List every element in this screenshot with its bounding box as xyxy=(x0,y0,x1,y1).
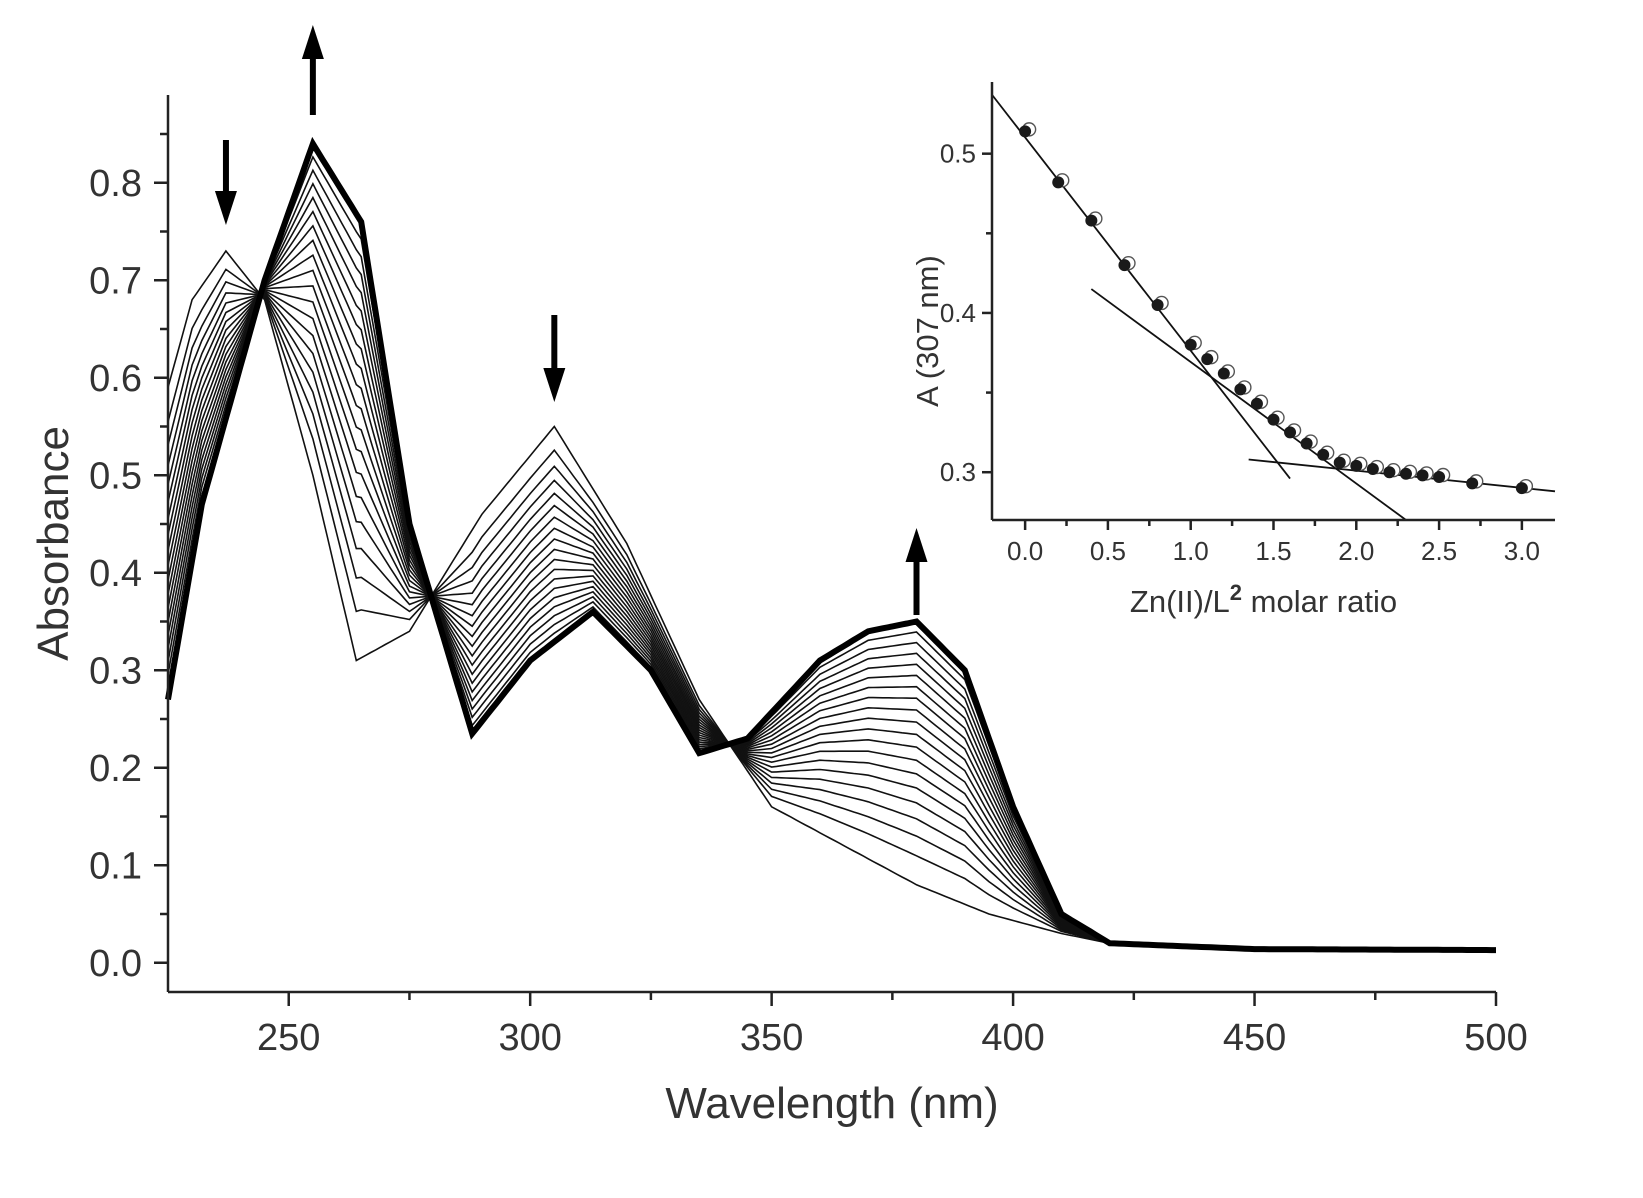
inset-fit-lines xyxy=(991,94,1556,521)
spectrum-curve xyxy=(167,182,1496,951)
data-point xyxy=(1217,364,1236,380)
data-point xyxy=(1234,380,1252,396)
data-point xyxy=(1399,464,1418,480)
fit-line xyxy=(1090,288,1407,521)
inset-x-axis-title-main: Zn(II)/L xyxy=(1130,584,1230,619)
y-tick-label: 0.5 xyxy=(89,455,142,497)
data-point xyxy=(1085,211,1103,227)
spectrum-curve xyxy=(165,136,1496,954)
inset-x-tick-label: 2.5 xyxy=(1421,536,1457,566)
x-axis-title: Wavelength (nm) xyxy=(665,1079,998,1128)
data-point xyxy=(1267,410,1285,426)
y-tick-label: 0.8 xyxy=(89,163,142,205)
data-point xyxy=(1201,349,1219,366)
data-point xyxy=(1184,335,1202,351)
data-point xyxy=(1383,463,1401,479)
x-tick-label: 400 xyxy=(981,1017,1044,1059)
data-point xyxy=(1466,474,1484,490)
data-point xyxy=(1416,466,1434,482)
x-tick-label: 450 xyxy=(1223,1017,1286,1059)
inset-x-tick-label: 1.5 xyxy=(1255,536,1291,566)
inset-y-tick-label: 0.4 xyxy=(940,298,976,328)
trend-arrow-up xyxy=(905,528,928,615)
main-chart: 250 300 350 400 450 500 0.0 0.1 0.2 0.3 0.4 0.5 0.6 0… xyxy=(29,25,1528,1128)
data-point xyxy=(1250,394,1269,410)
data-point xyxy=(1333,453,1351,469)
fit-line xyxy=(991,94,1291,480)
inset-y-axis-title: A (307 nm) xyxy=(910,255,945,407)
y-tick-label: 0.7 xyxy=(89,260,142,302)
data-point xyxy=(1350,456,1368,472)
inset-axes: 0.0 0.5 1.0 1.5 2.0 2.5 3.0 0.3 0.4 0.5 xyxy=(940,82,1555,566)
data-point xyxy=(1019,122,1037,138)
data-point xyxy=(1515,478,1534,495)
inset-x-axis-title-suffix: molar ratio xyxy=(1242,584,1397,619)
y-tick-label: 0.3 xyxy=(89,650,142,692)
data-point xyxy=(1118,255,1136,272)
inset-x-tick-label: 3.0 xyxy=(1504,536,1540,566)
x-tick-label: 500 xyxy=(1464,1017,1527,1059)
main-axes: 250 300 350 400 450 500 0.0 0.1 0.2 0.3 0.4 0.5 0.6 0… xyxy=(89,95,1528,1059)
inset-x-tick-label: 0.0 xyxy=(1007,536,1043,566)
inset-x-axis-title-sup: 2 xyxy=(1230,580,1242,605)
data-point xyxy=(1284,423,1302,439)
y-tick-label: 0.1 xyxy=(89,845,142,887)
y-tick-label: 0.6 xyxy=(89,358,142,400)
y-tick-label: 0.0 xyxy=(89,943,142,985)
inset-chart: 0.0 0.5 1.0 1.5 2.0 2.5 3.0 0.3 0.4 0.5 Zn(II)/L2… xyxy=(910,82,1556,619)
y-axis-title: Absorbance xyxy=(29,426,78,661)
x-tick-label: 250 xyxy=(257,1017,320,1059)
data-point xyxy=(1300,434,1318,450)
trend-arrows xyxy=(214,25,928,615)
data-point xyxy=(1317,445,1335,461)
x-tick-label: 350 xyxy=(740,1017,803,1059)
inset-y-tick-label: 0.3 xyxy=(940,457,976,487)
trend-arrow-down xyxy=(214,140,237,225)
data-point xyxy=(1151,295,1169,311)
data-point xyxy=(1052,173,1070,189)
spectrum-curve xyxy=(167,288,1497,951)
data-point xyxy=(1433,467,1451,483)
inset-x-tick-label: 0.5 xyxy=(1090,536,1126,566)
inset-x-tick-label: 1.0 xyxy=(1173,536,1209,566)
trend-arrow-down xyxy=(543,315,566,402)
y-tick-label: 0.2 xyxy=(89,748,142,790)
trend-arrow-up xyxy=(301,25,324,115)
inset-y-tick-label: 0.5 xyxy=(940,139,976,169)
y-tick-label: 0.4 xyxy=(89,553,142,595)
spectrum-curve xyxy=(167,168,1496,951)
spectra-curves xyxy=(165,136,1497,954)
data-point xyxy=(1366,459,1385,476)
inset-x-axis-title: Zn(II)/L2 molar ratio xyxy=(1130,580,1397,619)
inset-points xyxy=(1019,122,1534,495)
x-tick-label: 300 xyxy=(498,1017,561,1059)
inset-x-tick-label: 2.0 xyxy=(1338,536,1374,566)
